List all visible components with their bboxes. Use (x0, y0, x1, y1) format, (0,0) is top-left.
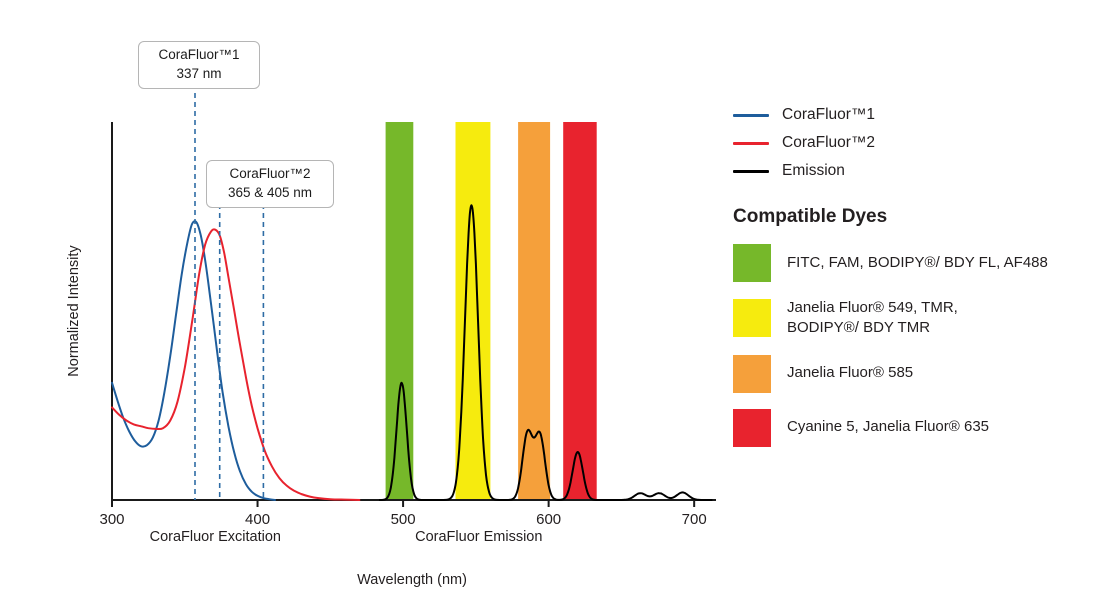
legend-item-corafluor2: CoraFluor™2 (733, 134, 1108, 152)
band-green (385, 122, 414, 500)
axes (111, 122, 716, 501)
dye-label-red: Cyanine 5, Janelia Fluor® 635 (787, 418, 990, 436)
dye-label-orange: Janelia Fluor® 585 (787, 364, 914, 382)
band-orange (518, 122, 551, 500)
legend-label-corafluor2: CoraFluor™2 (782, 134, 876, 151)
callout-corafluor2-title: CoraFluor™2 (229, 166, 311, 181)
dye-item-green: FITC, FAM, BODIPY®/ BDY FL, AF488 (733, 244, 1108, 282)
axis-section-label: CoraFluor Excitation (150, 529, 281, 545)
legend-label-emission: Emission (782, 162, 845, 179)
legend-label-corafluor1: CoraFluor™1 (782, 106, 876, 123)
band-red (563, 122, 597, 500)
dye-label-green: FITC, FAM, BODIPY®/ BDY FL, AF488 (787, 253, 1048, 271)
callout-corafluor1-wavelength: 337 nm (176, 65, 222, 81)
dye-item-orange: Janelia Fluor® 585 (733, 354, 1108, 393)
legend-item-corafluor1: CoraFluor™1 (733, 106, 1108, 124)
band-yellow (455, 122, 491, 500)
callout-corafluor2-wavelength: 365 & 405 nm (227, 184, 313, 200)
x-tick-label: 300 (99, 511, 124, 528)
curve-emission (378, 204, 713, 502)
callout-corafluor2: CoraFluor™2 365 & 405 nm (206, 160, 334, 208)
curve-corafluor-1 (111, 220, 276, 501)
x-tick-label: 400 (245, 511, 270, 528)
dye-swatch-yellow (733, 299, 771, 338)
dye-swatch-orange (733, 354, 771, 393)
dye-item-yellow: Janelia Fluor® 549, TMR, BODIPY®/ BDY TM… (733, 298, 1108, 339)
x-tick-label: 500 (391, 511, 416, 528)
callout-corafluor1-title: CoraFluor™1 (158, 47, 240, 62)
legend-line-swatch-red (733, 141, 769, 145)
y-axis-label: Normalized Intensity (66, 245, 82, 377)
chart-legend: CoraFluor™1 CoraFluor™2 Emission (733, 106, 1108, 180)
x-tick-label: 700 (682, 511, 707, 528)
dye-item-red: Cyanine 5, Janelia Fluor® 635 (733, 408, 1108, 447)
dye-label-yellow: Janelia Fluor® 549, TMR, BODIPY®/ BDY TM… (787, 299, 958, 337)
dye-swatch-green (733, 244, 771, 282)
dye-swatch-red (733, 408, 771, 447)
curve-corafluor-2 (111, 228, 361, 501)
legend-line-swatch-blue (733, 113, 769, 117)
x-axis-label: Wavelength (nm) (357, 572, 467, 588)
legend-line-swatch-black (733, 169, 769, 173)
spectra-chart: 300 400 500 600 700 CoraFluor Excitation CoraF… (66, 84, 716, 588)
legend-item-emission: Emission (733, 162, 1108, 180)
callout-corafluor1: CoraFluor™1 337 nm (138, 41, 260, 89)
x-tick-label: 600 (536, 511, 561, 528)
compatible-dyes-heading: Compatible Dyes (733, 206, 888, 227)
right-panel: CoraFluor™1 CoraFluor™2 Emission Compati… (733, 106, 1108, 463)
axis-section-label: CoraFluor Emission (415, 529, 542, 545)
